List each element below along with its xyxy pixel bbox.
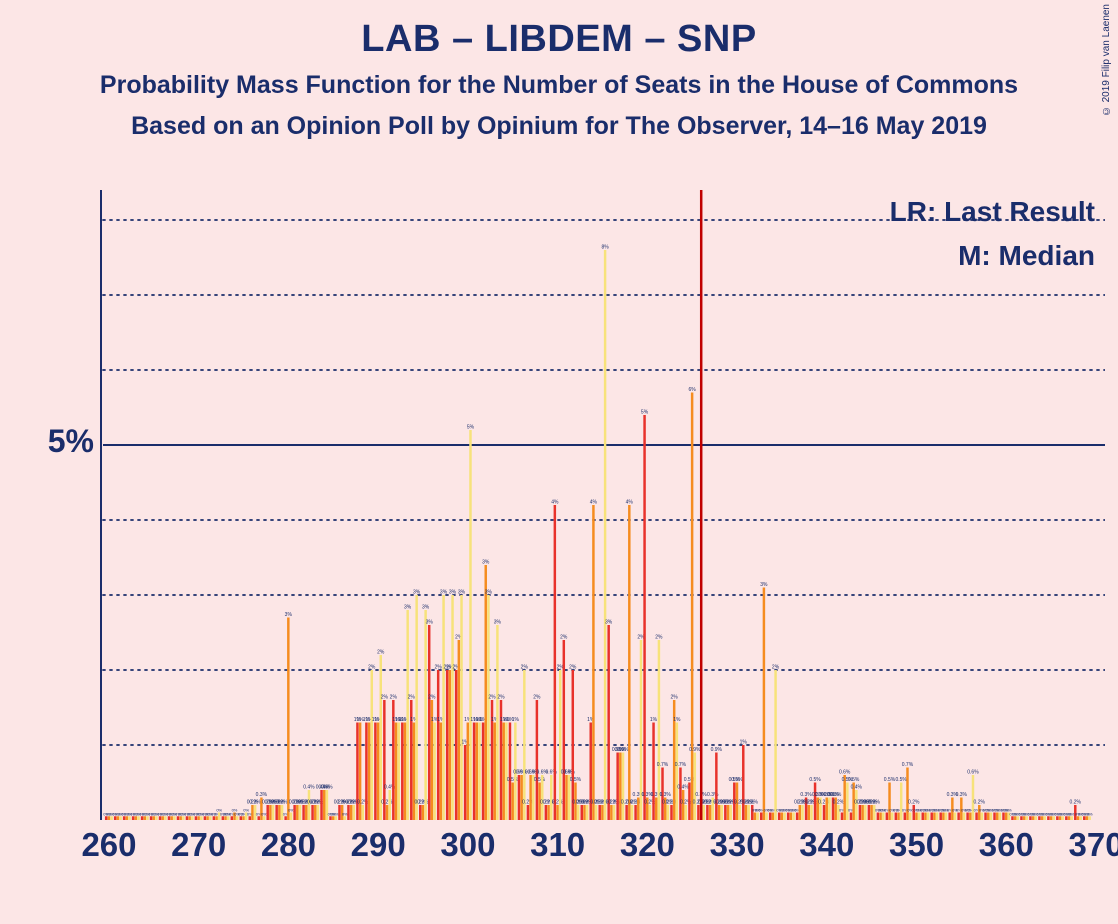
svg-text:1%: 1% [650,717,658,723]
svg-text:0.2%: 0.2% [249,800,261,806]
svg-text:5%: 5% [467,425,475,431]
legend-median: M: Median [958,240,1095,272]
svg-text:2%: 2% [488,695,496,701]
svg-text:2%: 2% [390,695,398,701]
svg-text:0.9%: 0.9% [711,747,723,753]
svg-text:8%: 8% [601,245,609,251]
svg-text:0.5%: 0.5% [895,777,907,783]
x-tick-label: 350 [887,826,947,864]
svg-text:2%: 2% [521,665,529,671]
x-tick-label: 340 [797,826,857,864]
svg-text:0.7%: 0.7% [902,762,914,768]
svg-text:0.6%: 0.6% [839,770,851,776]
svg-text:0.2%: 0.2% [747,800,759,806]
svg-text:3%: 3% [485,590,493,596]
chart-subtitle: Probability Mass Function for the Number… [0,71,1118,100]
svg-text:3%: 3% [285,612,293,618]
svg-text:3%: 3% [494,620,502,626]
svg-text:0%: 0% [1087,811,1093,816]
x-tick-label: 290 [348,826,408,864]
svg-text:0.2%: 0.2% [1070,800,1082,806]
svg-text:0.7%: 0.7% [675,762,687,768]
svg-text:2%: 2% [368,665,376,671]
svg-text:1%: 1% [673,717,681,723]
svg-text:2%: 2% [533,695,541,701]
svg-text:2%: 2% [671,695,679,701]
svg-text:0.4%: 0.4% [303,785,315,791]
svg-text:2%: 2% [569,665,577,671]
svg-text:2%: 2% [377,650,385,656]
svg-text:0.4%: 0.4% [677,785,689,791]
svg-text:3%: 3% [449,590,457,596]
chart-area: 0%0%0%0%0%0%0%0%0%0%0%0%0%0%0%0%0%0%0%0%… [100,190,1105,870]
svg-text:0.2%: 0.2% [974,800,986,806]
svg-text:0.2%: 0.2% [869,800,881,806]
svg-text:3%: 3% [413,590,421,596]
svg-text:0.5%: 0.5% [534,777,546,783]
x-tick-label: 280 [258,826,318,864]
svg-text:2%: 2% [772,665,780,671]
svg-text:3%: 3% [404,605,412,611]
x-tick-label: 300 [438,826,498,864]
svg-text:0.5%: 0.5% [570,777,582,783]
svg-text:2%: 2% [497,695,505,701]
svg-text:3%: 3% [422,605,430,611]
svg-text:0.5%: 0.5% [884,777,896,783]
svg-text:3%: 3% [760,582,768,588]
svg-text:2%: 2% [560,635,568,641]
svg-text:1%: 1% [740,740,748,746]
svg-text:0.5%: 0.5% [809,777,821,783]
svg-text:2%: 2% [408,695,416,701]
svg-text:0.2%: 0.2% [552,800,564,806]
svg-text:2%: 2% [435,665,443,671]
svg-text:0.5%: 0.5% [731,777,743,783]
svg-text:0.9%: 0.9% [617,747,629,753]
chart-svg: 0%0%0%0%0%0%0%0%0%0%0%0%0%0%0%0%0%0%0%0%… [100,190,1105,870]
svg-text:0.7%: 0.7% [657,762,669,768]
svg-text:4%: 4% [626,500,634,506]
svg-text:2%: 2% [428,695,436,701]
x-tick-label: 310 [528,826,588,864]
x-tick-label: 360 [976,826,1036,864]
svg-text:4%: 4% [551,500,559,506]
legend-last-result: LR: Last Result [890,196,1095,228]
svg-text:0.2%: 0.2% [417,800,429,806]
svg-text:0.2%: 0.2% [276,800,288,806]
svg-text:3%: 3% [426,620,434,626]
svg-text:3%: 3% [482,560,490,566]
copyright-text: © 2019 Filip van Laenen [1101,4,1112,116]
y-tick-label: 5% [24,423,94,460]
svg-text:3%: 3% [440,590,448,596]
svg-text:0.4%: 0.4% [851,785,863,791]
x-tick-label: 270 [169,826,229,864]
svg-text:3%: 3% [458,590,466,596]
svg-text:0.3%: 0.3% [956,792,968,798]
svg-text:0.9%: 0.9% [689,747,701,753]
chart-title: LAB – LIBDEM – SNP [0,0,1118,61]
x-tick-label: 260 [79,826,139,864]
svg-text:0.3%: 0.3% [800,792,812,798]
svg-text:2%: 2% [381,695,389,701]
svg-text:5%: 5% [641,410,649,416]
svg-text:0.6%: 0.6% [967,770,979,776]
x-tick-label: 330 [707,826,767,864]
svg-text:0.3%: 0.3% [659,792,671,798]
x-tick-label: 320 [617,826,677,864]
svg-text:0.4%: 0.4% [321,785,333,791]
svg-text:1%: 1% [512,717,520,723]
svg-text:4%: 4% [590,500,598,506]
svg-text:0.3%: 0.3% [256,792,268,798]
x-tick-label: 370 [1066,826,1118,864]
svg-text:0.2%: 0.2% [833,800,845,806]
svg-text:3%: 3% [605,620,613,626]
svg-text:0.5%: 0.5% [507,777,519,783]
svg-text:0.3%: 0.3% [830,792,842,798]
svg-text:2%: 2% [655,635,663,641]
chart-subtitle-2: Based on an Opinion Poll by Opinium for … [0,112,1118,141]
svg-text:0.2%: 0.2% [908,800,920,806]
svg-text:6%: 6% [688,387,696,393]
svg-text:0.2%: 0.2% [381,800,393,806]
svg-text:0.5%: 0.5% [848,777,860,783]
